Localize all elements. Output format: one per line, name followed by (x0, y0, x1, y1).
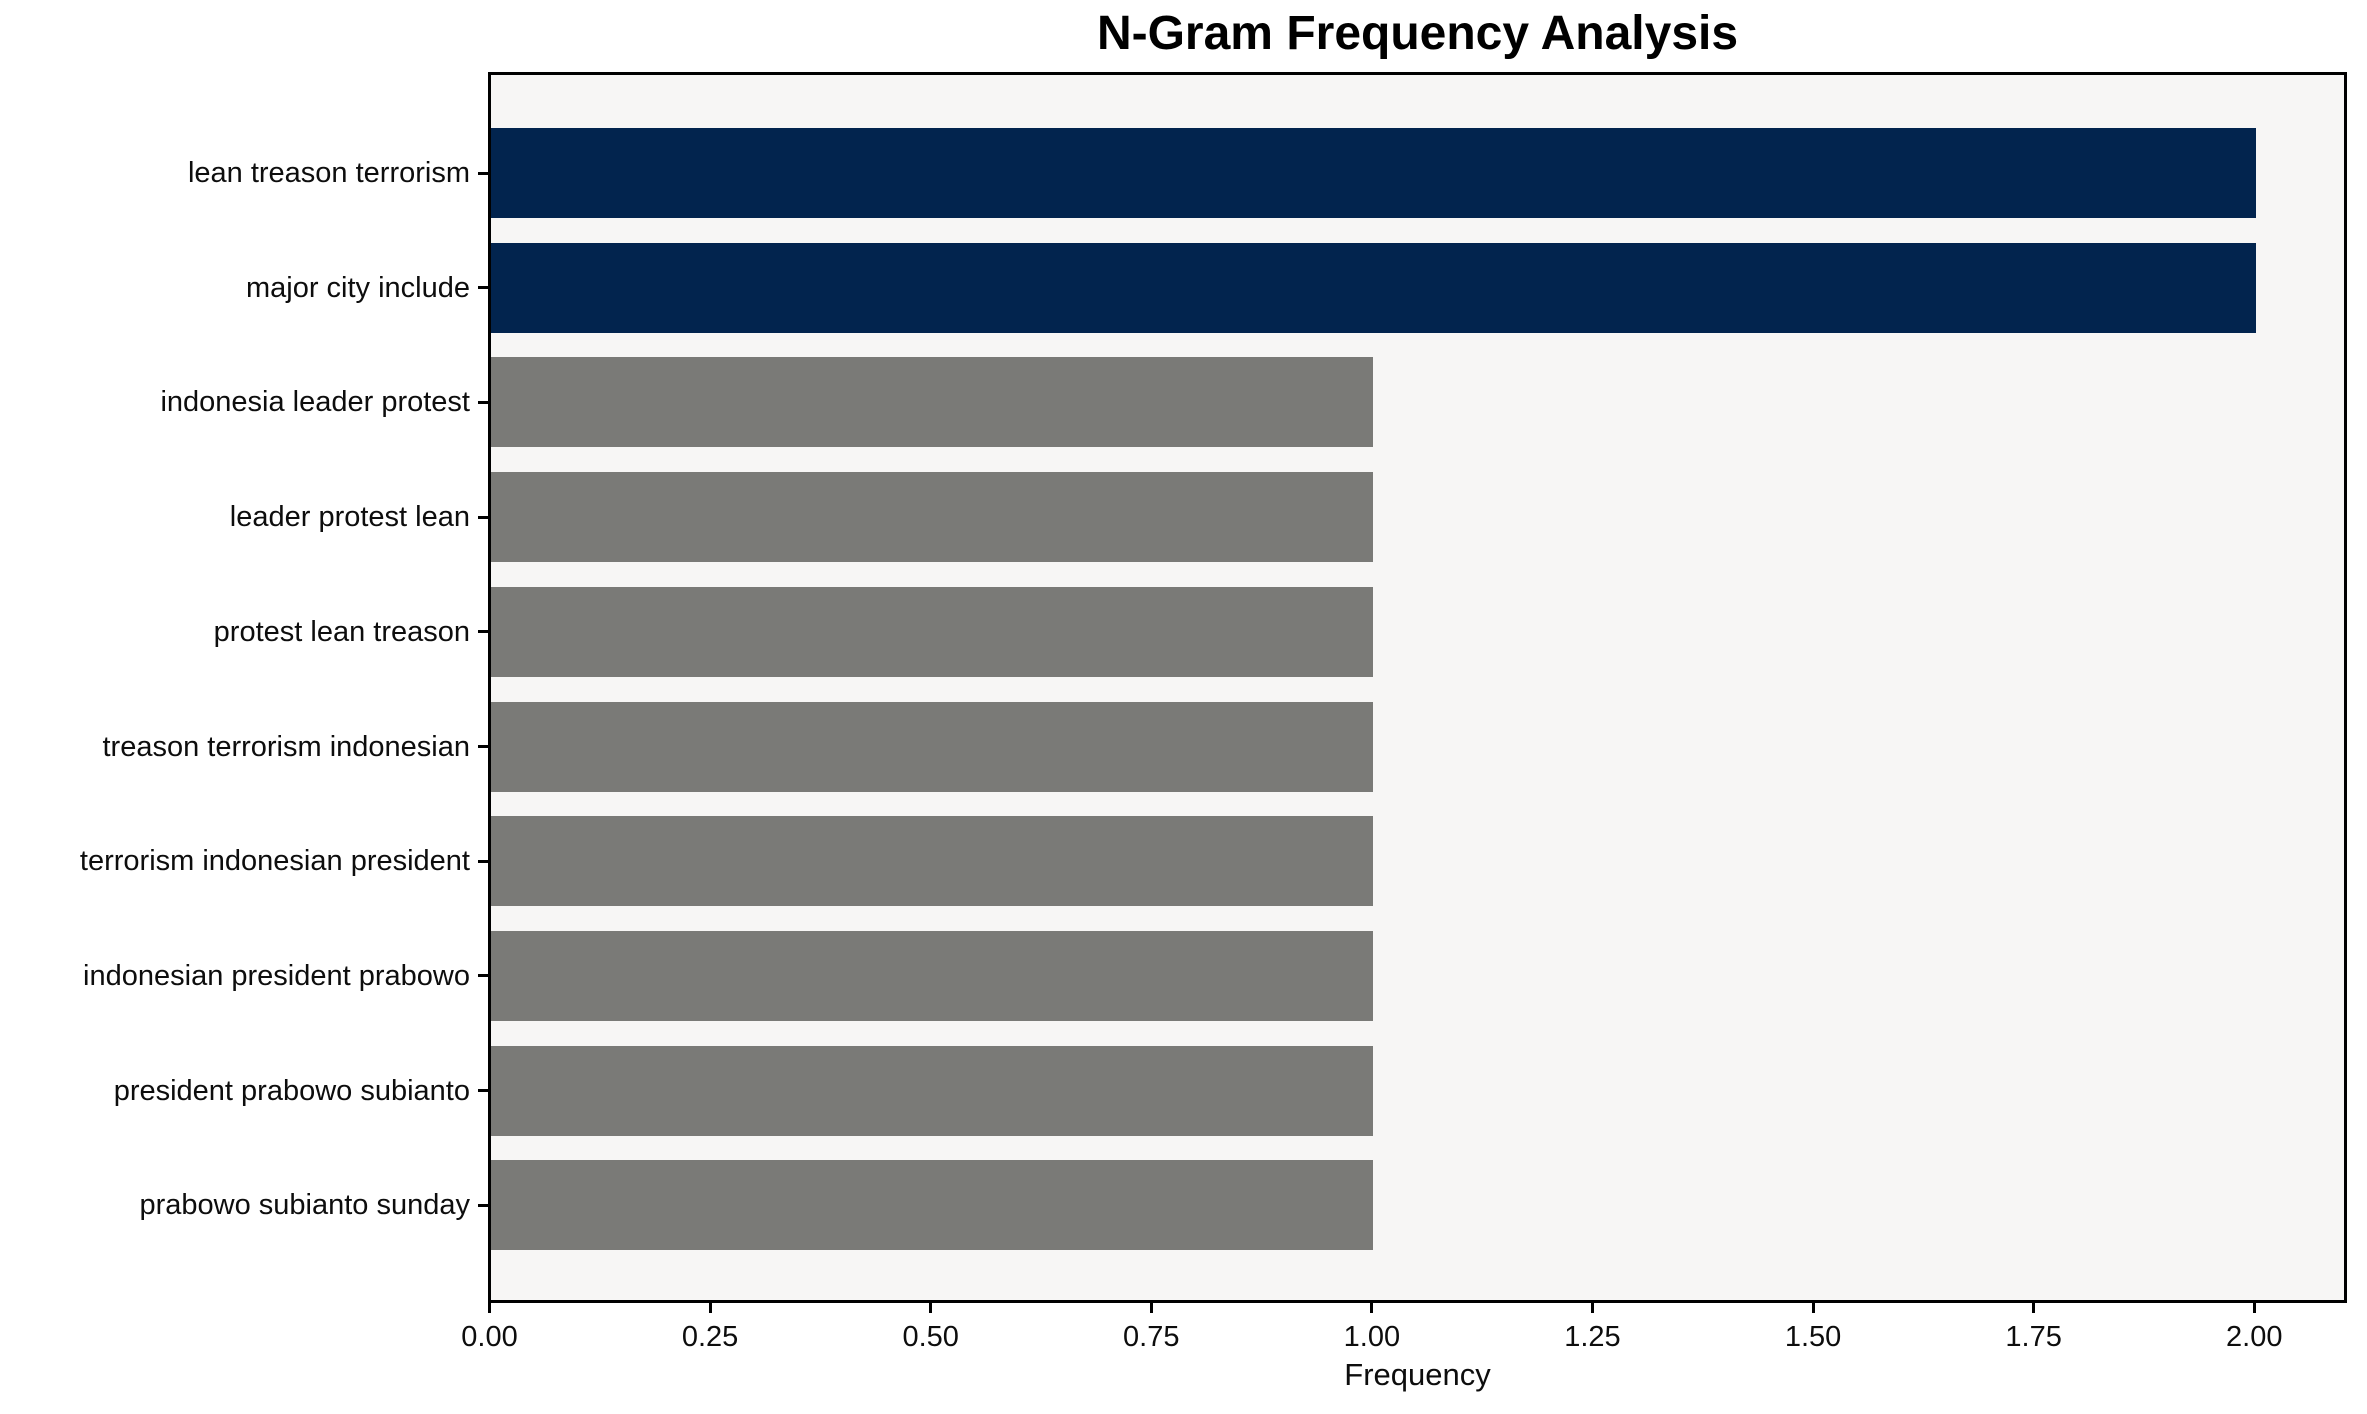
y-tick-mark (478, 171, 488, 175)
y-tick-mark (478, 630, 488, 634)
y-tick-label: indonesia leader protest (160, 386, 470, 419)
x-tick-mark (1370, 1303, 1374, 1313)
y-tick-label: prabowo subianto sunday (139, 1189, 470, 1222)
chart-title: N-Gram Frequency Analysis (1096, 7, 1739, 60)
y-tick-mark (478, 859, 488, 863)
x-tick-label: 1.75 (2005, 1321, 2062, 1353)
y-tick-mark (478, 1203, 488, 1207)
x-tick-label: 0.50 (902, 1321, 959, 1353)
x-tick-label: 1.25 (1564, 1321, 1621, 1353)
bar (491, 1045, 1374, 1136)
x-tick-mark (1590, 1303, 1594, 1313)
x-tick-mark (2032, 1303, 2036, 1313)
bar (491, 1160, 1374, 1251)
x-tick-mark (1811, 1303, 1815, 1313)
y-tick-label: terrorism indonesian president (79, 845, 470, 878)
x-tick-mark (929, 1303, 933, 1313)
y-tick-label: lean treason terrorism (187, 157, 470, 189)
y-tick-mark (478, 286, 488, 290)
y-tick-mark (478, 745, 488, 748)
x-tick-mark (708, 1303, 712, 1313)
bar (491, 128, 2256, 218)
x-axis-title: Frequency (1344, 1357, 1491, 1392)
bar (491, 701, 1374, 792)
x-tick-label: 2.00 (2226, 1321, 2283, 1353)
bar (491, 242, 2256, 333)
x-tick-label: 1.50 (1784, 1321, 1842, 1353)
x-tick-label: 0.75 (1123, 1321, 1180, 1353)
x-tick-mark (1149, 1303, 1153, 1313)
y-tick-label: major city include (245, 271, 470, 304)
bar (491, 357, 1374, 448)
y-tick-label: treason terrorism indonesian (102, 730, 470, 763)
x-tick-label: 0.25 (681, 1321, 739, 1353)
bar (491, 586, 1374, 677)
y-tick-label: leader protest lean (229, 501, 470, 534)
y-tick-label: protest lean treason (213, 615, 470, 648)
x-tick-mark (2252, 1303, 2256, 1313)
x-tick-label: 0.00 (461, 1321, 518, 1353)
bar (491, 472, 1374, 563)
x-tick-mark (488, 1303, 491, 1313)
y-tick-mark (478, 400, 488, 404)
plot-area (488, 72, 2347, 1303)
x-tick-label: 1.00 (1343, 1321, 1401, 1353)
y-tick-mark (478, 515, 488, 519)
y-tick-label: president prabowo subianto (113, 1074, 470, 1107)
bar (491, 816, 1374, 907)
bar (491, 930, 1374, 1021)
y-tick-mark (478, 1089, 488, 1093)
y-tick-mark (478, 974, 488, 978)
y-tick-label: indonesian president prabowo (83, 959, 470, 992)
